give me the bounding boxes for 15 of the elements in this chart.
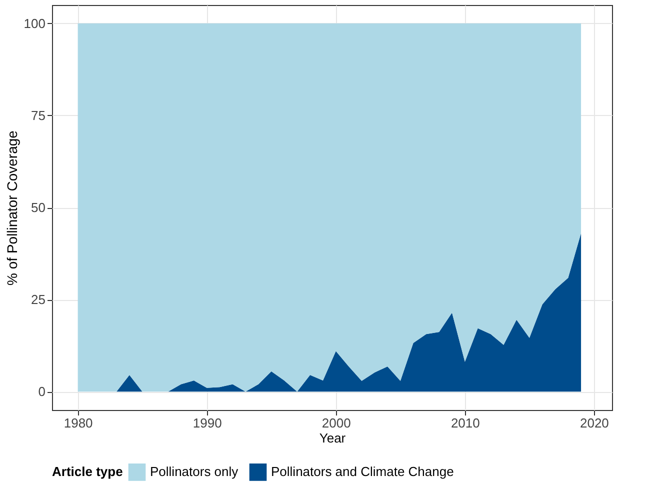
- y-tick-label: 0: [38, 384, 46, 400]
- x-tick-label: 2010: [450, 416, 480, 430]
- x-tick-label: 2000: [322, 416, 351, 430]
- x-tick-label: 1980: [64, 416, 93, 430]
- legend-title: Article type: [52, 464, 123, 479]
- y-axis-title: % of Pollinator Coverage: [4, 130, 20, 286]
- legend-label: Pollinators and Climate Change: [271, 464, 454, 480]
- y-tick-label: 25: [31, 292, 46, 308]
- legend-label: Pollinators only: [150, 464, 239, 480]
- y-tick-label: 75: [31, 108, 46, 123]
- x-tick-label: 2020: [580, 416, 609, 430]
- x-tick-label: 1990: [192, 416, 222, 430]
- y-tick-label: 50: [31, 200, 46, 215]
- y-tick-label: 100: [24, 16, 46, 31]
- x-axis-title: Year: [319, 430, 346, 446]
